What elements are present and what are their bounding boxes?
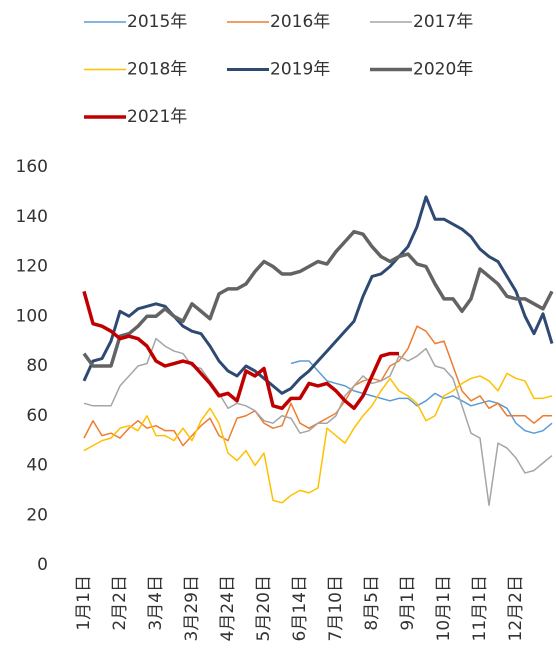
series-line bbox=[82, 290, 399, 411]
x-tick-label: 3月29日 bbox=[182, 575, 202, 641]
series-line bbox=[83, 372, 553, 504]
x-tick-label: 11月1日 bbox=[470, 575, 490, 641]
x-tick-label: 6月14日 bbox=[290, 575, 310, 641]
x-tick-label: 4月24日 bbox=[218, 575, 238, 641]
x-tick-label: 12月2日 bbox=[506, 575, 526, 641]
x-tick-label: 8月5日 bbox=[362, 575, 382, 631]
x-tick-label: 2月2日 bbox=[110, 575, 130, 631]
legend-label: 2020年 bbox=[413, 60, 473, 80]
y-tick-label: 140 bbox=[16, 207, 48, 227]
series-line bbox=[82, 195, 554, 395]
y-tick-label: 40 bbox=[26, 456, 48, 476]
x-tick-label: 9月1日 bbox=[398, 575, 418, 631]
y-tick-label: 160 bbox=[16, 157, 48, 177]
y-tick-label: 60 bbox=[26, 406, 48, 426]
series-line bbox=[82, 229, 554, 368]
legend-label: 2018年 bbox=[127, 60, 187, 80]
series-line bbox=[290, 360, 553, 434]
legend-label: 2015年 bbox=[127, 12, 187, 32]
y-tick-label: 0 bbox=[37, 555, 48, 575]
legend-label: 2019年 bbox=[270, 60, 330, 80]
y-tick-label: 120 bbox=[16, 257, 48, 277]
series-line bbox=[83, 337, 553, 507]
legend-label: 2016年 bbox=[270, 12, 330, 32]
x-tick-label: 3月4日 bbox=[146, 575, 166, 631]
legend-label: 2021年 bbox=[127, 107, 187, 127]
legend-label: 2017年 bbox=[413, 12, 473, 32]
x-tick-label: 10月1日 bbox=[434, 575, 454, 641]
x-tick-label: 5月20日 bbox=[254, 575, 274, 641]
y-tick-label: 80 bbox=[26, 356, 48, 376]
x-tick-label: 1月1日 bbox=[74, 575, 94, 631]
y-tick-label: 20 bbox=[26, 505, 48, 525]
x-tick-label: 7月10日 bbox=[326, 575, 346, 641]
y-tick-label: 100 bbox=[16, 306, 48, 326]
